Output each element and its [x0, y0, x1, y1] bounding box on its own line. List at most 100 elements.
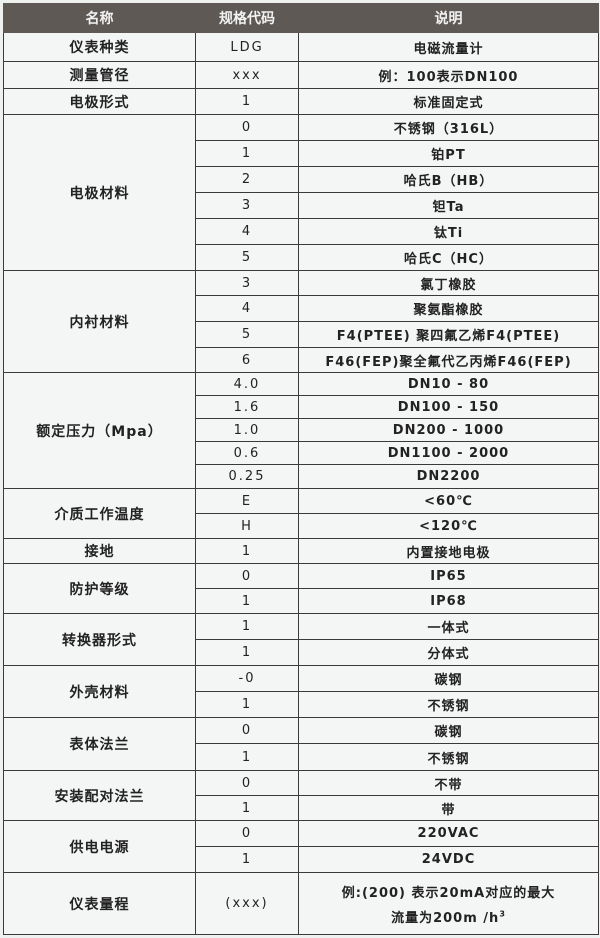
spec-code: 1: [195, 691, 299, 718]
description: IP68: [298, 588, 599, 614]
table-row: 接地 1 内置接地电极: [3, 538, 599, 564]
spec-code: 0: [195, 770, 299, 796]
description: F4(PTEE) 聚四氟乙烯F4(PTEE): [298, 321, 599, 348]
description: <60℃: [298, 488, 599, 514]
description: 24VDC: [298, 846, 599, 873]
spec-code: 0.6: [195, 441, 299, 465]
description: 不锈钢（316L）: [298, 114, 599, 141]
description: 钽Ta: [298, 192, 599, 219]
header-row: 名称 规格代码 说明: [3, 3, 599, 33]
param-name: 测量管径: [3, 61, 196, 89]
spec-code: 0.25: [195, 464, 299, 489]
spec-code: H: [195, 513, 299, 539]
description: 铂PT: [298, 140, 599, 167]
description: 钛Ti: [298, 218, 599, 245]
description: 哈氏C（HC）: [298, 244, 599, 271]
spec-code: 1.0: [195, 418, 299, 442]
description: DN1100 - 2000: [298, 441, 599, 465]
param-name: 表体法兰: [3, 717, 196, 771]
spec-code: 1: [195, 639, 299, 666]
description: 例:(200) 表示20mA对应的最大 流量为200m /h3: [298, 872, 599, 935]
table-row: 供电电源 0 220VAC: [3, 820, 599, 873]
table-row: 5 哈氏C（HC）: [4, 244, 599, 271]
spec-code: 0: [195, 717, 299, 744]
param-name: 仪表种类: [3, 32, 196, 62]
table-row: 1 24VDC: [4, 846, 599, 873]
table-row: 表体法兰 0 碳钢: [3, 717, 599, 771]
description: 聚氨酯橡胶: [298, 295, 599, 322]
table-row: 额定压力（Mpa） 4.0 DN10 - 80: [3, 372, 599, 489]
spec-code: 0: [195, 563, 299, 589]
param-name: 额定压力（Mpa）: [3, 372, 196, 489]
description-line1: 例:(200) 表示20mA对应的最大: [341, 885, 556, 901]
header-desc: 说明: [298, 3, 599, 33]
table-row: 测量管径 xxx 例：100表示DN100: [3, 61, 599, 89]
param-name: 供电电源: [3, 820, 196, 873]
description: DN10 - 80: [298, 372, 599, 396]
description-line2-text: 流量为200m /h: [391, 910, 500, 926]
table-row: 电极形式 1 标准固定式: [3, 88, 599, 115]
spec-code: 1: [195, 795, 299, 821]
spec-code: 3: [195, 270, 299, 296]
description: DN200 - 1000: [298, 418, 599, 442]
table-row: 仪表量程 (xxx) 例:(200) 表示20mA对应的最大 流量为200m /h3: [3, 872, 599, 935]
spec-code: 6: [195, 347, 299, 373]
description: IP65: [298, 563, 599, 589]
description: 例：100表示DN100: [298, 61, 599, 89]
table-row: 1 铂PT: [4, 140, 599, 167]
table-row: 仪表种类 LDG 电磁流量计: [3, 32, 599, 62]
table-row: 安装配对法兰 0 不带: [3, 770, 599, 821]
param-name: 内衬材料: [3, 270, 196, 373]
param-name: 外壳材料: [3, 665, 196, 718]
spec-code: 5: [195, 321, 299, 348]
spec-table: 名称 规格代码 说明 仪表种类 LDG 电磁流量计 测量管径 xxx 例：100表示DN1…: [3, 3, 599, 935]
spec-code: 2: [195, 166, 299, 193]
description: 分体式: [298, 639, 599, 666]
description: DN2200: [298, 464, 599, 489]
description: <120℃: [298, 513, 599, 539]
param-name: 介质工作温度: [3, 488, 196, 539]
description: 不锈钢: [298, 691, 599, 718]
description: 碳钢: [298, 665, 599, 692]
description: 标准固定式: [298, 88, 599, 115]
spec-code: 1: [195, 88, 299, 115]
spec-code: 4: [195, 295, 299, 322]
spec-code: 0: [195, 114, 299, 141]
spec-code: 3: [195, 192, 299, 219]
table-row: 4 钛Ti: [4, 218, 599, 245]
spec-code: 1: [195, 743, 299, 771]
description: 不带: [298, 770, 599, 796]
spec-code: 1: [195, 846, 299, 873]
param-name: 电极形式: [3, 88, 196, 115]
spec-code: 0: [195, 820, 299, 847]
description: 内置接地电极: [298, 538, 599, 564]
description: DN100 - 150: [298, 395, 599, 419]
table-row: 电极材料 0 不锈钢（316L）: [3, 114, 599, 271]
spec-code: 1: [195, 613, 299, 640]
spec-code: LDG: [195, 32, 299, 62]
table-row: 5 F4(PTEE) 聚四氟乙烯F4(PTEE): [4, 321, 599, 348]
description: 哈氏B（HB）: [298, 166, 599, 193]
description: 碳钢: [298, 717, 599, 744]
param-name: 转换器形式: [3, 613, 196, 666]
description: 电磁流量计: [298, 32, 599, 62]
description: 一体式: [298, 613, 599, 640]
header-name: 名称: [3, 3, 196, 33]
table-row: 1 IP68: [4, 588, 599, 614]
spec-code: -0: [195, 665, 299, 692]
table-row: 0.25 DN2200: [4, 464, 599, 489]
table-row: 1.0 DN200 - 1000: [4, 418, 599, 442]
spec-code: 1: [195, 538, 299, 564]
description: 带: [298, 795, 599, 821]
table-row: H <120℃: [4, 513, 599, 539]
table-row: 介质工作温度 E <60℃: [3, 488, 599, 539]
table-row: 1 不锈钢: [4, 743, 599, 771]
spec-code: 4.0: [195, 372, 299, 396]
param-name: 防护等级: [3, 563, 196, 614]
param-name: 电极材料: [3, 114, 196, 271]
superscript: 3: [499, 909, 506, 919]
spec-code: E: [195, 488, 299, 514]
table-row: 外壳材料 -0 碳钢: [3, 665, 599, 718]
description-line2: 流量为200m /h3: [299, 907, 598, 926]
